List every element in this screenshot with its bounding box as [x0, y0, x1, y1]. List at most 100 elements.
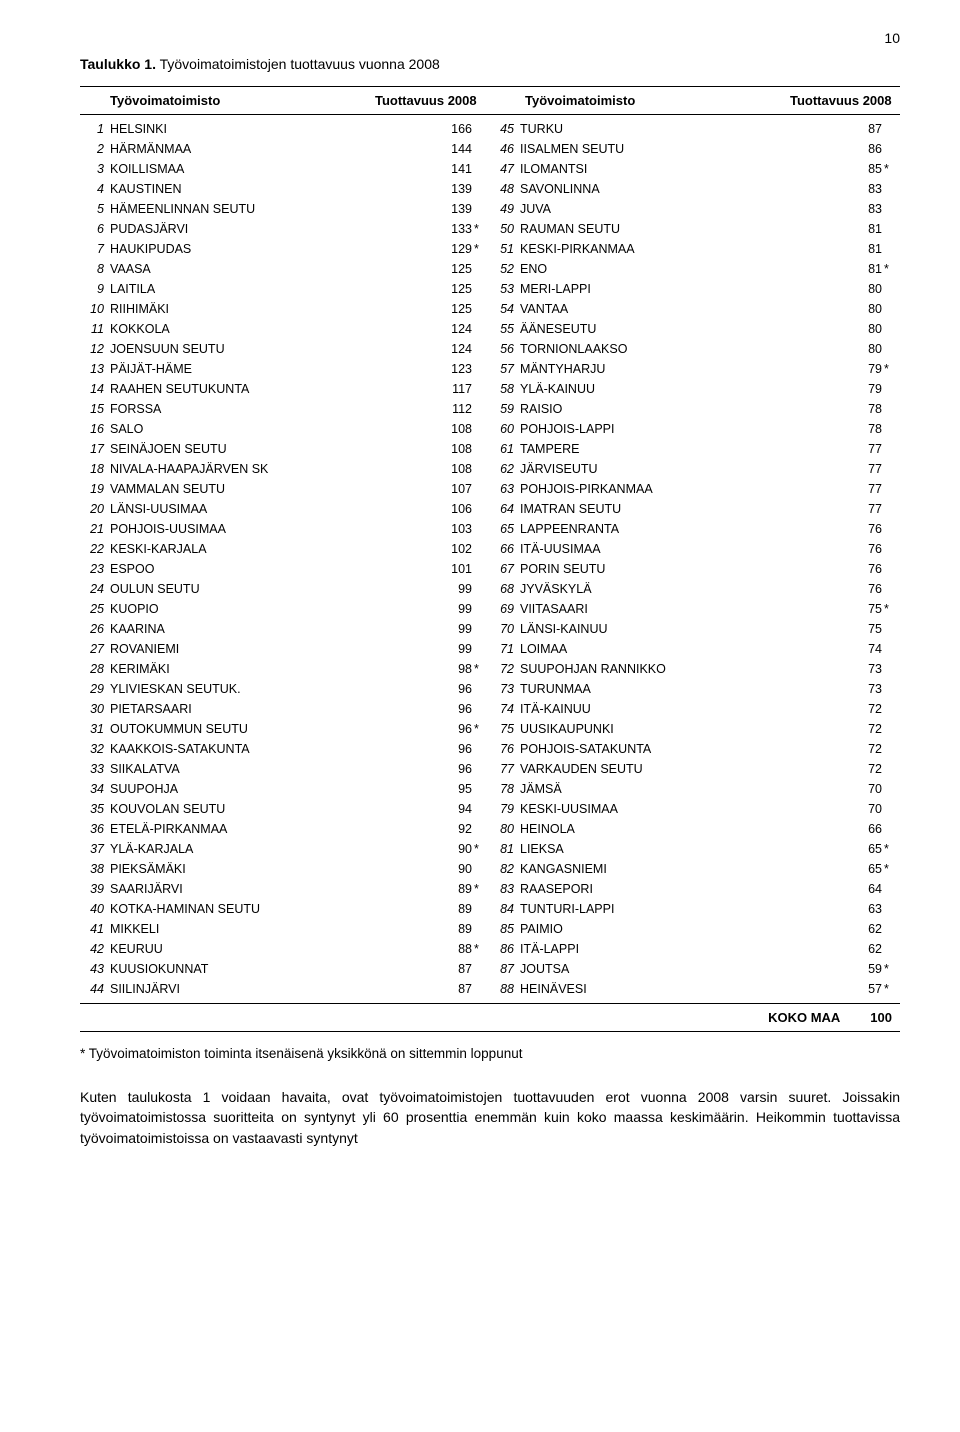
row-star — [472, 179, 486, 199]
row-index: 85 — [494, 919, 520, 939]
row-index: 3 — [84, 159, 110, 179]
row-name: JÄRVISEUTU — [520, 459, 844, 479]
row-value: 124 — [434, 319, 472, 339]
row-star — [882, 519, 896, 539]
row-value: 57 — [844, 979, 882, 999]
row-name: JÄMSÄ — [520, 779, 844, 799]
table-row: 51KESKI-PIRKANMAA81 — [490, 239, 900, 259]
row-name: PÄIJÄT-HÄME — [110, 359, 434, 379]
row-name: KOILLISMAA — [110, 159, 434, 179]
table-row: 4KAUSTINEN139 — [80, 179, 490, 199]
row-name: SAARIJÄRVI — [110, 879, 434, 899]
row-star — [882, 819, 896, 839]
row-name: RAASEPORI — [520, 879, 844, 899]
row-value: 77 — [844, 479, 882, 499]
table-row: 36ETELÄ-PIRKANMAA92 — [80, 819, 490, 839]
table-row: 55ÄÄNESEUTU80 — [490, 319, 900, 339]
row-value: 80 — [844, 299, 882, 319]
table-row: 64IMATRAN SEUTU77 — [490, 499, 900, 519]
row-index: 34 — [84, 779, 110, 799]
row-index: 69 — [494, 599, 520, 619]
table-row: 35KOUVOLAN SEUTU94 — [80, 799, 490, 819]
row-star — [882, 899, 896, 919]
row-index: 50 — [494, 219, 520, 239]
row-name: VANTAA — [520, 299, 844, 319]
row-name: VARKAUDEN SEUTU — [520, 759, 844, 779]
row-index: 75 — [494, 719, 520, 739]
row-name: KOUVOLAN SEUTU — [110, 799, 434, 819]
row-value: 87 — [434, 959, 472, 979]
row-star — [882, 199, 896, 219]
table-row: 80HEINOLA66 — [490, 819, 900, 839]
row-name: TORNIONLAAKSO — [520, 339, 844, 359]
row-name: KAUSTINEN — [110, 179, 434, 199]
row-index: 80 — [494, 819, 520, 839]
row-name: KESKI-KARJALA — [110, 539, 434, 559]
row-value: 107 — [434, 479, 472, 499]
row-name: POHJOIS-LAPPI — [520, 419, 844, 439]
row-index: 56 — [494, 339, 520, 359]
row-star: * — [882, 839, 896, 859]
table-row: 12JOENSUUN SEUTU124 — [80, 339, 490, 359]
row-value: 81 — [844, 259, 882, 279]
row-value: 73 — [844, 679, 882, 699]
table-row: 38PIEKSÄMÄKI90 — [80, 859, 490, 879]
row-name: VAASA — [110, 259, 434, 279]
row-star — [882, 179, 896, 199]
table-row: 76POHJOIS-SATAKUNTA72 — [490, 739, 900, 759]
row-name: UUSIKAUPUNKI — [520, 719, 844, 739]
row-star — [472, 579, 486, 599]
row-star — [472, 199, 486, 219]
row-name: RAAHEN SEUTUKUNTA — [110, 379, 434, 399]
table-row: 74ITÄ-KAINUU72 — [490, 699, 900, 719]
row-star — [882, 299, 896, 319]
body-paragraph: Kuten taulukosta 1 voidaan havaita, ovat… — [80, 1087, 900, 1148]
table-row: 42KEURUU88* — [80, 939, 490, 959]
row-name: ÄÄNESEUTU — [520, 319, 844, 339]
table-header: Työvoimatoimisto Tuottavuus 2008 Työvoim… — [80, 87, 900, 115]
table-row: 21POHJOIS-UUSIMAA103 — [80, 519, 490, 539]
row-index: 43 — [84, 959, 110, 979]
table-row: 39SAARIJÄRVI89* — [80, 879, 490, 899]
row-star — [472, 979, 486, 999]
total-label: KOKO MAA — [768, 1010, 840, 1025]
row-name: TAMPERE — [520, 439, 844, 459]
table-row: 56TORNIONLAAKSO80 — [490, 339, 900, 359]
row-value: 65 — [844, 839, 882, 859]
table-row: 14RAAHEN SEUTUKUNTA117 — [80, 379, 490, 399]
row-name: SIILINJÄRVI — [110, 979, 434, 999]
row-index: 44 — [84, 979, 110, 999]
row-value: 76 — [844, 559, 882, 579]
row-value: 73 — [844, 659, 882, 679]
row-star — [882, 919, 896, 939]
table-row: 82KANGASNIEMI65* — [490, 859, 900, 879]
row-star — [882, 699, 896, 719]
row-star — [472, 159, 486, 179]
row-name: SUUPOHJAN RANNIKKO — [520, 659, 844, 679]
table-row: 16SALO108 — [80, 419, 490, 439]
row-index: 79 — [494, 799, 520, 819]
table-row: 28KERIMÄKI98* — [80, 659, 490, 679]
row-value: 81 — [844, 239, 882, 259]
row-name: LÄNSI-KAINUU — [520, 619, 844, 639]
table-row: 57MÄNTYHARJU79* — [490, 359, 900, 379]
table-row: 87JOUTSA59* — [490, 959, 900, 979]
row-star — [472, 419, 486, 439]
row-value: 81 — [844, 219, 882, 239]
footnote: * Työvoimatoimiston toiminta itsenäisenä… — [80, 1046, 900, 1061]
row-star: * — [882, 959, 896, 979]
row-index: 1 — [84, 119, 110, 139]
row-star: * — [472, 719, 486, 739]
row-index: 23 — [84, 559, 110, 579]
row-star — [882, 659, 896, 679]
row-value: 103 — [434, 519, 472, 539]
row-star — [882, 419, 896, 439]
row-index: 28 — [84, 659, 110, 679]
row-index: 31 — [84, 719, 110, 739]
row-star — [472, 259, 486, 279]
row-value: 80 — [844, 279, 882, 299]
row-star — [882, 639, 896, 659]
row-star — [472, 799, 486, 819]
row-star — [882, 799, 896, 819]
row-value: 108 — [434, 439, 472, 459]
